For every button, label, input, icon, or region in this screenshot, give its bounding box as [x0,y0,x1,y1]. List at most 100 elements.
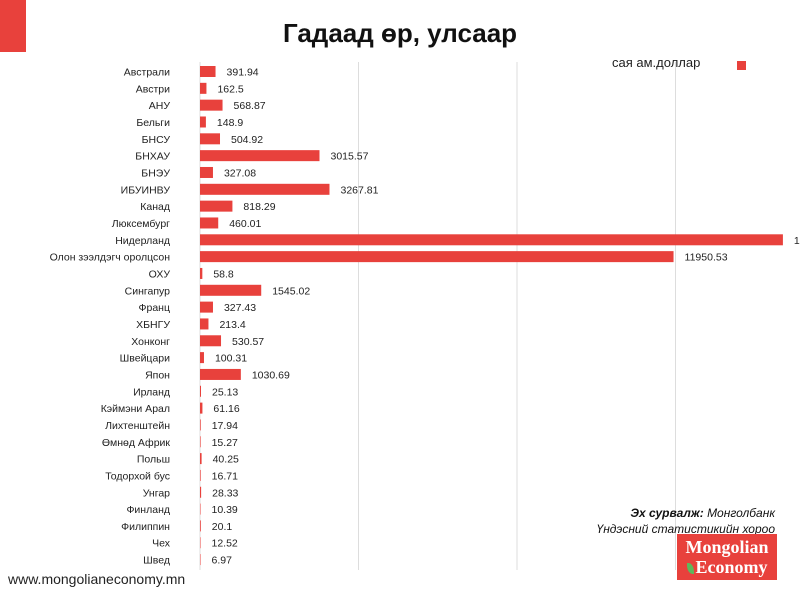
bar [200,66,216,77]
category-label: Олон зээлдэгч оролцсон [50,252,171,264]
bar [200,368,241,380]
bar [200,166,213,178]
bar [200,554,201,566]
category-label: БНСУ [142,134,171,146]
category-label: Япон [145,369,170,381]
category-label: Франц [139,302,170,314]
category-label: Унгар [143,487,170,499]
category-label: Финланд [126,504,170,516]
value-label: 20.1 [212,521,233,533]
category-labels: Австрали Австри АНУ Бельги БНСУ БНХАУ БНЭУ ИБУИ… [50,67,171,567]
bar [200,217,219,229]
value-label: 15.27 [212,437,238,449]
value-label: 391.94 [227,67,259,79]
leaf-icon [686,563,694,574]
bar [200,301,213,313]
category-label: Швейцари [120,353,170,365]
bar [200,116,206,128]
value-label: 14710.65 [794,235,800,247]
website-url: www.mongolianeconomy.mn [8,571,186,587]
logo-line2-text: Economy [695,557,768,577]
value-label: 162.5 [217,83,243,95]
value-label: 3015.57 [330,151,368,163]
bar [200,150,320,162]
value-label: 100.31 [215,353,247,365]
category-label: Тодорхой бус [105,470,170,482]
chart-title: Гадаад өр, улсаар [282,18,518,48]
value-label: 568.87 [234,100,266,112]
value-label: 12.52 [212,538,238,550]
value-label: 327.08 [224,167,256,179]
value-label: 61.16 [213,403,239,415]
bar [200,520,201,532]
bar [200,133,221,145]
source-prefix: Эх сурвалж: [630,506,704,520]
category-label: Австри [136,83,170,95]
value-label: 11950.53 [685,252,728,264]
value-label: 1030.69 [252,369,290,381]
category-label: Лихтенштейн [105,420,170,432]
value-label: 1545.02 [272,285,310,297]
bar [200,267,203,279]
logo-line1: Mongolian [685,537,769,557]
category-label: Чех [152,538,171,550]
source-note: Эх сурвалж: Монголбанк Үндэсний статисти… [597,505,775,537]
bar [200,284,262,296]
legend-label: сая ам.доллар [612,55,701,70]
source-line2: Үндэсний статистикийн хороо [596,522,775,536]
value-labels: 391.94 162.5 568.87 148.9 504.92 3015.57 327.0… [212,67,800,567]
value-label: 6.97 [212,555,233,567]
category-label: Сингапур [125,285,171,297]
category-label: ИБУИНВУ [121,184,171,196]
bars [200,66,783,566]
value-label: 28.33 [212,487,238,499]
category-label: Ирланд [133,386,170,398]
category-label: Бельги [136,117,170,129]
bar [200,234,783,246]
bar [200,335,222,347]
value-label: 213.4 [219,319,245,331]
corner-accent [0,0,26,52]
category-label: Австрали [124,67,170,79]
bar [200,99,223,111]
value-label: 3267.81 [340,184,378,196]
bar [200,251,674,263]
bar [200,352,204,364]
bar [200,469,201,481]
value-label: 460.01 [229,218,261,230]
category-label: Канад [140,201,170,213]
value-label: 530.57 [232,336,264,348]
category-label: Филиппин [121,521,170,533]
value-label: 818.29 [243,201,275,213]
category-label: АНУ [149,100,171,112]
value-label: 10.39 [212,504,238,516]
bar [200,436,201,448]
source-line1: Монголбанк [707,506,775,520]
bar [200,385,201,397]
category-label: Кэймэни Арал [101,403,170,415]
category-label: БНХАУ [135,151,170,163]
bar [200,486,202,498]
brand-logo: Mongolian Economy [677,534,777,580]
category-label: ХБНГУ [136,319,170,331]
bar [200,402,203,414]
bar [200,82,207,94]
bar [200,453,202,465]
value-label: 17.94 [212,420,238,432]
bar [200,318,209,330]
value-label: 58.8 [213,268,234,280]
category-label: Швед [143,555,170,567]
value-label: 16.71 [212,470,238,482]
logo-line2: Economy [677,557,777,577]
category-label: Польш [137,454,170,466]
bar [200,419,201,431]
category-label: Люксембург [112,218,170,230]
category-label: БНЭУ [141,167,170,179]
value-label: 327.43 [224,302,256,314]
value-label: 504.92 [231,134,263,146]
category-label: Өмнөд Африк [102,437,171,449]
legend-swatch [737,61,746,70]
value-label: 40.25 [213,454,239,466]
category-label: Нидерланд [115,235,170,247]
